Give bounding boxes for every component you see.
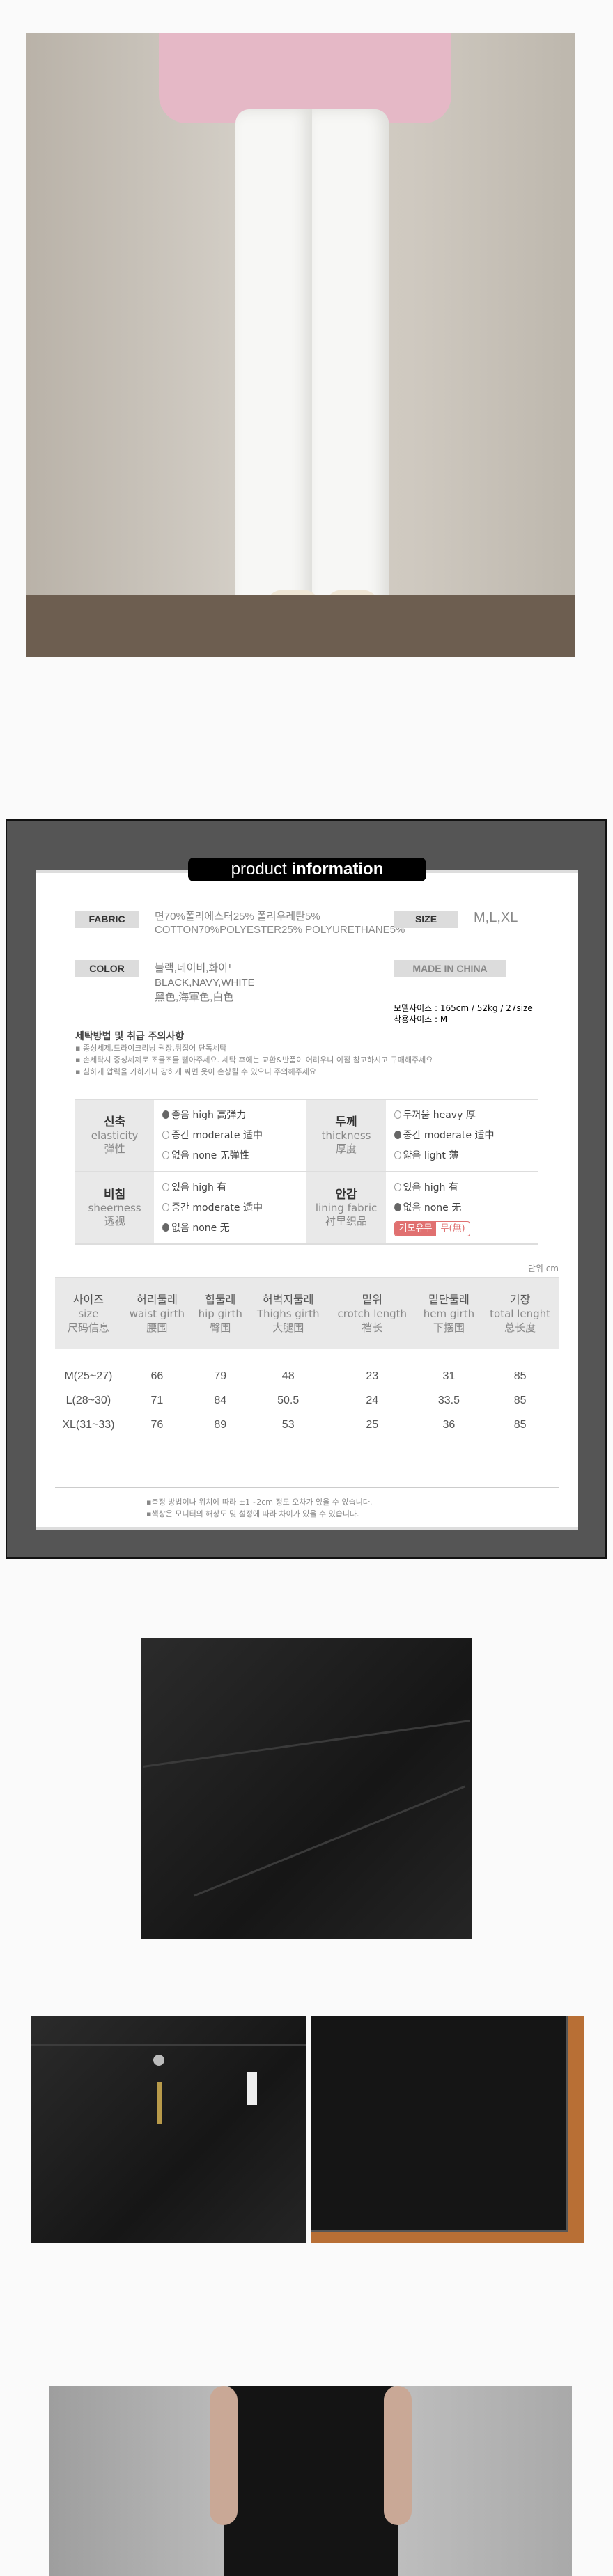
origin-label: MADE IN CHINA [394,960,506,977]
attr-elasticity-options: 좋음 high 高弹力 중간 moderate 适中 없음 none 无弹性 [154,1099,307,1172]
size-cell: 33.5 [437,1394,460,1406]
attr-sheerness-options: 있음 high 有 중간 moderate 适中 없음 none 无 [154,1172,307,1245]
size-table: 사이즈 size 尺码信息 허리둘레 waist girth 腰围 힙둘레 hip girth… [55,1277,559,1437]
size-cell: 84 [214,1394,227,1406]
size-col-header: 허리둘레 waist girth 腰围 [121,1277,192,1349]
model-size: 모델사이즈 : 165cm / 52kg / 27size 착용사이즈 : M [394,1003,533,1024]
size-cell: 85 [513,1418,527,1431]
size-col-header: 힙둘레 hip girth 臀围 [192,1277,249,1349]
size-cell: 23 [366,1369,379,1382]
radio-empty-icon [162,1182,170,1191]
size-cell: 85 [513,1369,527,1382]
fabric-closeup-photo [141,1638,472,1939]
radio-empty-icon [162,1130,170,1139]
attr-thickness-header: 두께 thickness 厚度 [306,1099,386,1172]
fabric-attributes-table: 신축 elasticity 弹性 좋음 high 高弹力 중간 moderate 适… [75,1099,538,1245]
divider [55,1487,559,1488]
size-cell: 50.5 [277,1394,300,1406]
size-col-header: 밑단둘레 hem girth 下摆围 [416,1277,482,1349]
radio-empty-icon [162,1202,170,1211]
model-black-pants-photo [49,2386,572,2576]
fabric-value: 면70%폴리에스터25% 폴리우레탄5% COTTON70%POLYESTER25… [155,911,405,936]
radio-empty-icon [394,1110,401,1119]
attr-sheerness-header: 비침 sheerness 透视 [75,1172,155,1245]
raw-hem-photo [311,2016,584,2243]
size-row: XL(31~33) 76 89 53 25 36 85 [55,1413,559,1437]
radio-selected-icon [162,1110,170,1119]
size-col-header: 사이즈 size 尺码信息 [55,1277,122,1349]
attr-lining-header: 안감 lining fabric 衬里织品 [306,1172,386,1245]
size-cell: M(25~27) [64,1369,113,1382]
care-item: ▪ 심하게 압력을 가하거나 강하게 짜면 옷이 손상될 수 있으니 주의해주세… [75,1067,317,1076]
fabric-label: FABRIC [75,911,139,928]
size-cell: 24 [366,1394,379,1406]
size-cell: 36 [442,1418,456,1431]
radio-empty-icon [162,1150,170,1159]
size-row: L(28~30) 71 84 50.5 24 33.5 85 [55,1388,559,1413]
radio-empty-icon [394,1150,401,1159]
size-col-header: 밑위 crotch length 裆长 [327,1277,417,1349]
size-col-header: 기장 total lenght 总长度 [481,1277,559,1349]
care-item: ▪ 종성세제,드라이크리닝 권장,뒤집어 단독세탁 [75,1044,227,1053]
radio-selected-icon [162,1223,170,1232]
size-cell: 71 [150,1394,164,1406]
note: ▪색상은 모니터의 해상도 및 설정에 따라 차이가 있을 수 있습니다. [146,1509,359,1518]
size-cell: 31 [442,1369,456,1382]
radio-empty-icon [394,1182,401,1191]
care-heading: 세탁방법 및 취급 주의사항 [75,1031,185,1042]
size-cell: 48 [281,1369,295,1382]
size-cell: 79 [214,1369,227,1382]
color-value: 블랙,네이비,화이트 BLACK,NAVY,WHITE 黑色,海軍色,白色 [155,962,255,1003]
waistband-zipper-photo [31,2016,306,2243]
radio-selected-icon [394,1202,401,1211]
size-cell: 85 [513,1394,527,1406]
attr-elasticity-header: 신축 elasticity 弹性 [75,1099,155,1172]
size-label: SIZE [394,911,458,928]
product-info-title: product information [188,858,426,881]
note: ▪측정 방법이나 위치에 따라 ±1~2cm 정도 오차가 있을 수 있습니다. [146,1498,373,1507]
size-row: M(25~27) 66 79 48 23 31 85 [55,1349,559,1388]
unit-label: 단위 cm [527,1264,559,1273]
radio-selected-icon [394,1130,401,1139]
size-cell: 76 [150,1418,164,1431]
size-cell: 53 [281,1418,295,1431]
attr-thickness-options: 두꺼움 heavy 厚 중간 moderate 适中 얇음 light 薄 [385,1099,538,1172]
size-col-header: 허벅지둘레 Thighs girth 大腿围 [248,1277,328,1349]
size-value: M,L,XL [474,910,518,925]
care-item: ▪ 손세탁시 중성세제로 조물조물 빨아주세요. 세탁 후에는 교환&반품이 어… [75,1055,433,1065]
brushed-lining-badge: 기모유무 무(無) [394,1220,470,1236]
attr-lining-options: 있음 high 有 없음 none 无 기모유무 무(無) [385,1172,538,1245]
color-label: COLOR [75,960,139,977]
size-cell: 25 [366,1418,379,1431]
size-cell: 66 [150,1369,164,1382]
size-cell: 89 [214,1418,227,1431]
size-cell: XL(31~33) [62,1418,115,1431]
product-photo-white-pants [26,33,575,657]
size-cell: L(28~30) [65,1394,111,1406]
